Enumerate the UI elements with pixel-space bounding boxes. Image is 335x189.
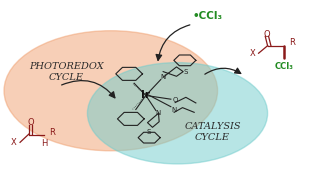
Text: Ir: Ir xyxy=(141,91,150,100)
Text: N: N xyxy=(160,74,166,80)
Text: O: O xyxy=(263,30,270,39)
Text: H: H xyxy=(41,139,47,148)
Text: X: X xyxy=(11,138,17,147)
Circle shape xyxy=(4,31,217,151)
Text: N: N xyxy=(172,107,177,112)
Text: CCl₃: CCl₃ xyxy=(275,62,294,71)
Text: X: X xyxy=(250,49,256,58)
Circle shape xyxy=(87,63,268,164)
Text: O: O xyxy=(27,118,34,127)
Text: N: N xyxy=(156,110,161,116)
Text: R: R xyxy=(50,128,55,136)
Text: S: S xyxy=(147,129,151,135)
Text: •CCl₃: •CCl₃ xyxy=(193,11,223,21)
Text: S: S xyxy=(184,69,188,75)
Text: R: R xyxy=(289,38,295,47)
Text: CATALYSIS
CYCLE: CATALYSIS CYCLE xyxy=(184,122,241,142)
Text: O: O xyxy=(173,97,178,103)
Text: PHOTOREDOX
CYCLE: PHOTOREDOX CYCLE xyxy=(29,62,104,82)
